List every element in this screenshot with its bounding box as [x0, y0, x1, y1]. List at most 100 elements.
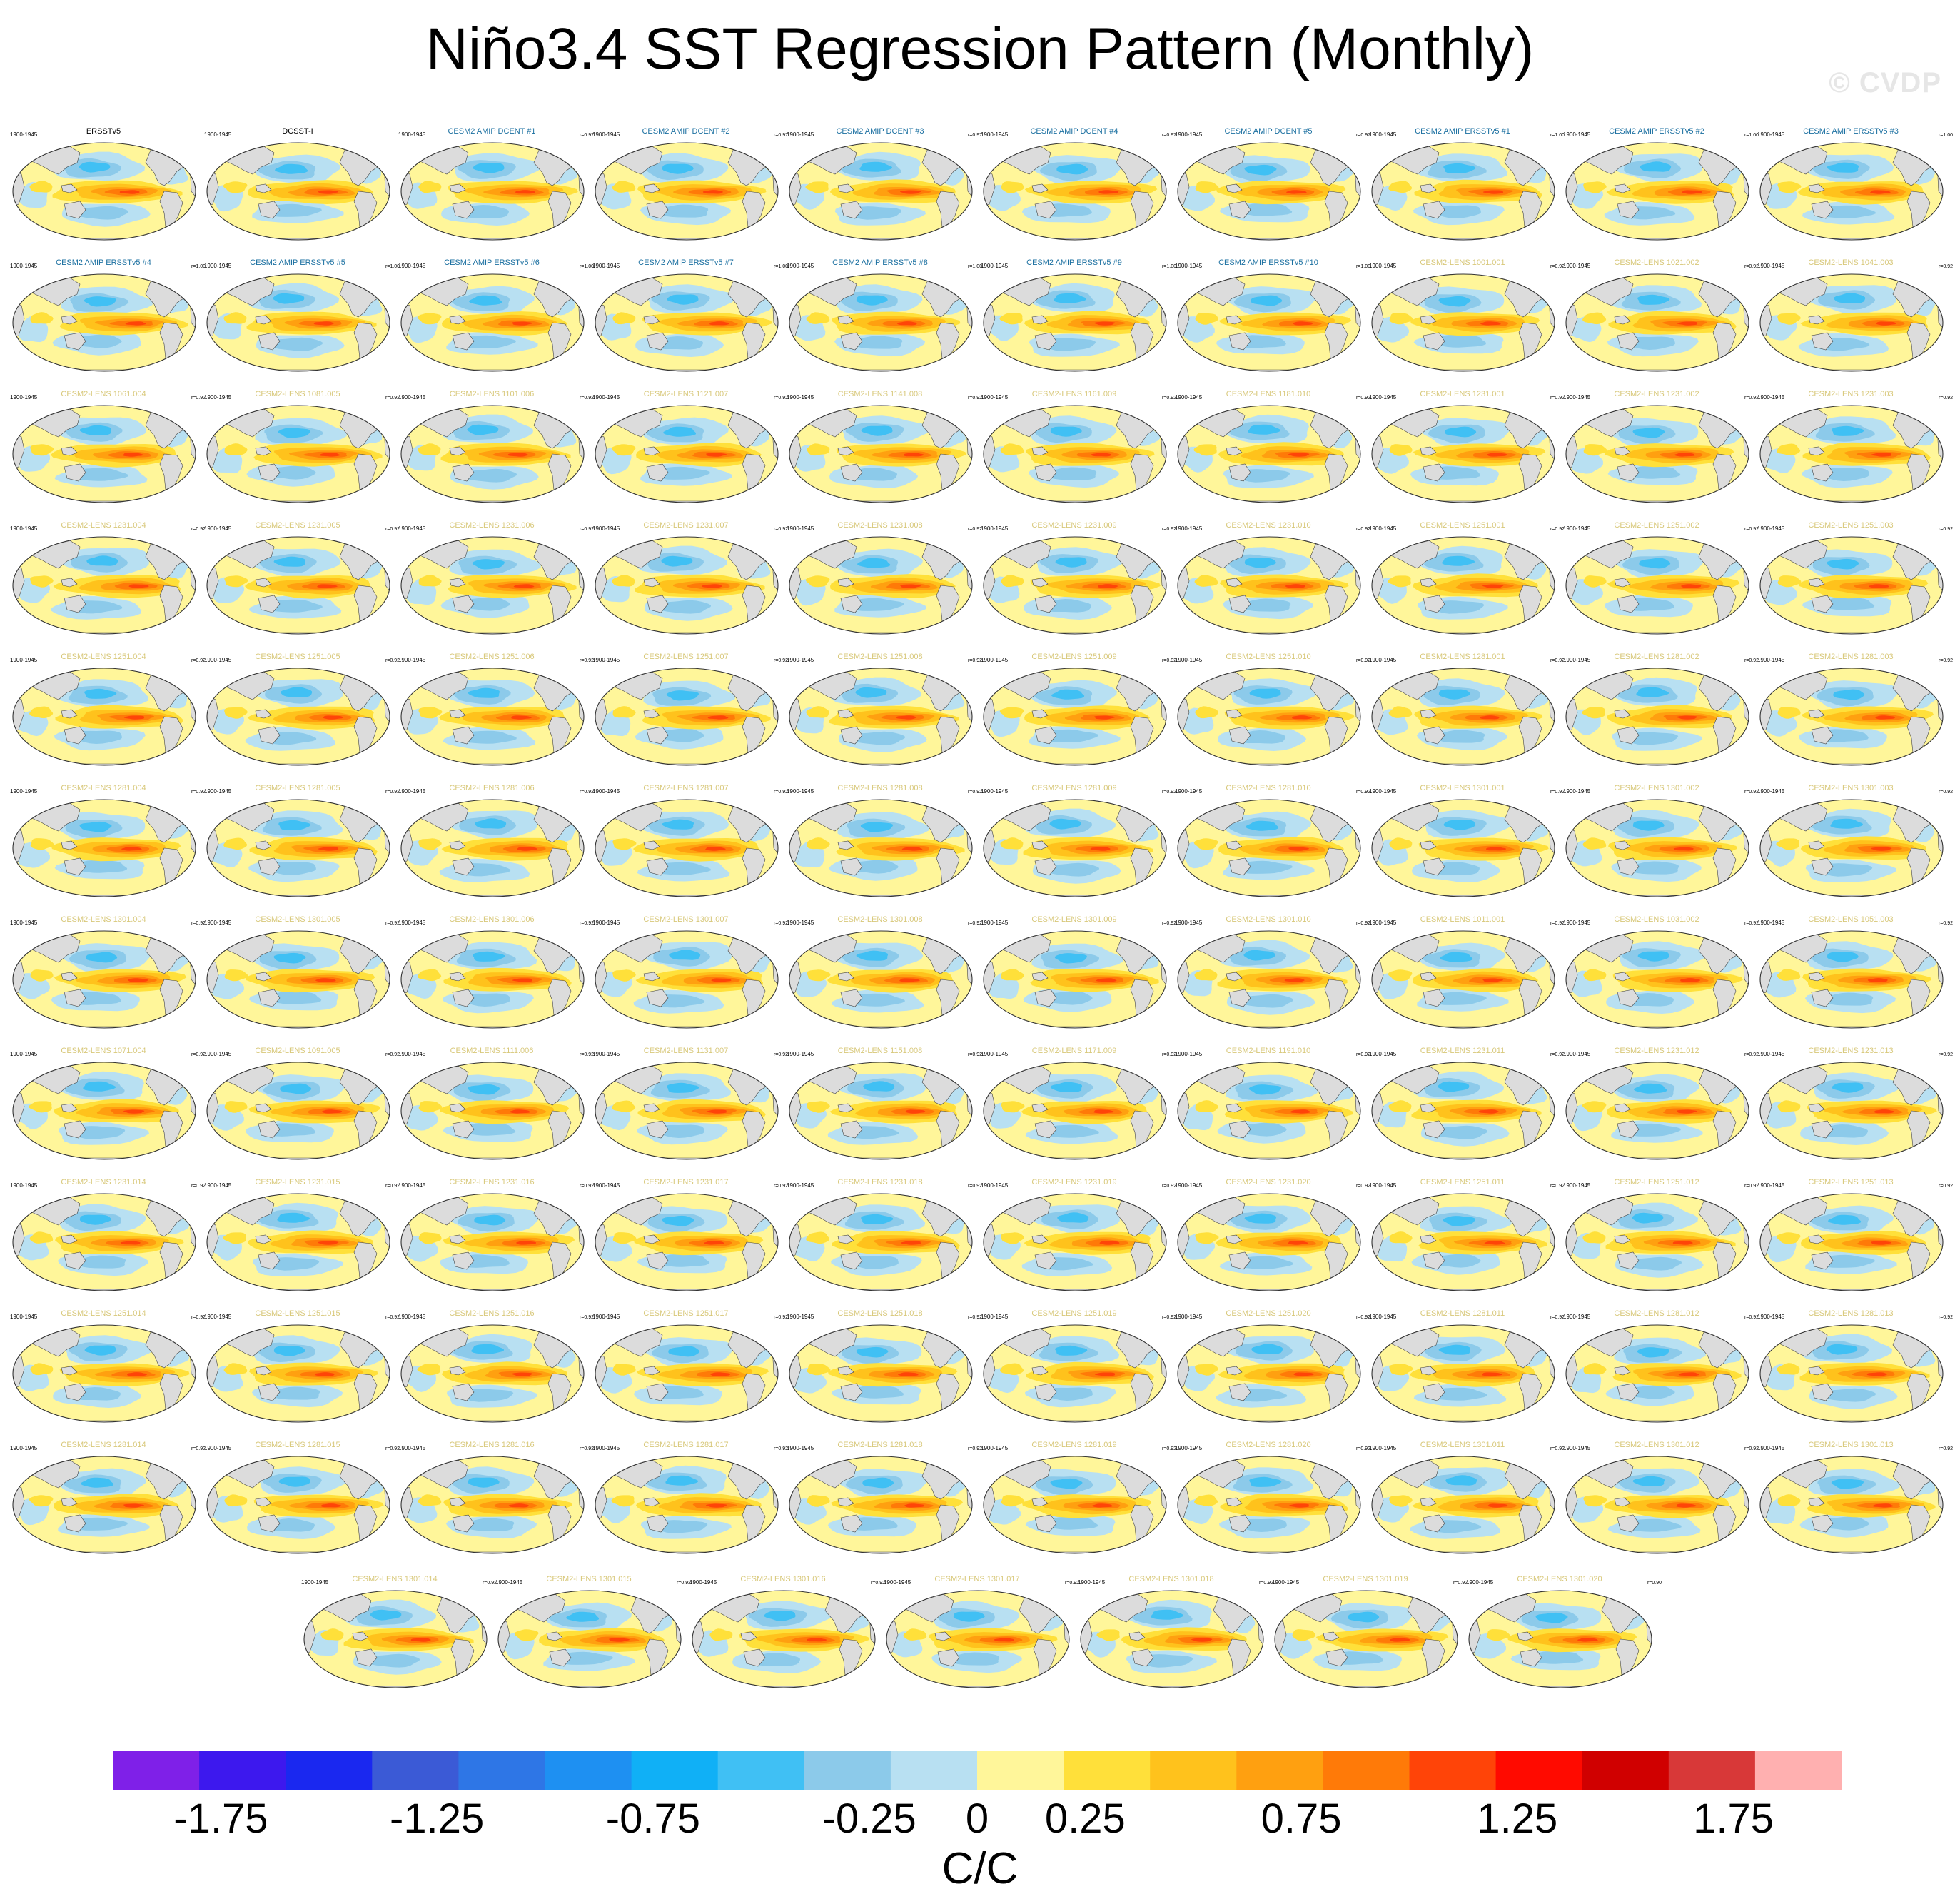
positive-anomaly	[1001, 1101, 1025, 1113]
panel-title: CESM2-LENS 1251.016	[449, 1309, 535, 1318]
map-panel: CESM2-LENS 1171.009 1900-1945 r=0.92	[978, 1047, 1176, 1182]
land-mass	[1614, 183, 1631, 193]
positive-anomaly	[805, 181, 829, 193]
negative-anomaly	[266, 203, 322, 217]
world-map	[400, 1324, 585, 1423]
land-mass	[1031, 578, 1049, 588]
negative-anomaly	[661, 555, 693, 567]
panel-title: CESM2-LENS 1051.003	[1808, 915, 1894, 924]
map-panel: CESM2 AMIP ERSSTv5 #1 1900-1945 r=1.00	[1366, 127, 1565, 263]
sst-field	[401, 406, 584, 503]
sst-field	[1081, 1591, 1263, 1688]
positive-anomaly	[29, 181, 53, 193]
map-outline	[1759, 405, 1944, 503]
panel-period: 1900-1945	[689, 1579, 717, 1586]
positive-anomaly	[1583, 444, 1607, 456]
panel-title: CESM2-LENS 1251.011	[1420, 1178, 1505, 1187]
sst-field	[13, 1194, 196, 1291]
positive-anomaly	[1870, 847, 1892, 851]
world-map	[400, 1193, 585, 1291]
positive-anomaly	[1288, 847, 1310, 851]
positive-anomaly	[1680, 978, 1701, 982]
sst-field	[789, 1456, 972, 1553]
panel-title: CESM2-LENS 1231.013	[1808, 1047, 1894, 1055]
negative-anomaly	[472, 559, 505, 570]
map-panel: CESM2-LENS 1231.011 1900-1945 r=0.92	[1366, 1047, 1565, 1182]
positive-anomaly	[1871, 1241, 1892, 1245]
land-mass	[61, 578, 78, 588]
land-mass	[643, 578, 660, 588]
panel-title: CESM2-LENS 1231.010	[1226, 521, 1311, 530]
panel-title: CESM2-LENS 1281.002	[1614, 653, 1699, 661]
positive-anomaly	[905, 1109, 926, 1114]
pattern-correlation: r=0.92	[191, 1184, 206, 1189]
map-panel: CESM2-LENS 1301.004 1900-1945 r=0.92	[7, 915, 206, 1051]
map-panel: CESM2-LENS 1281.004 1900-1945 r=0.92	[7, 784, 206, 920]
panel-period: 1900-1945	[592, 657, 620, 663]
map-outline	[983, 1193, 1167, 1291]
positive-anomaly	[1484, 1241, 1505, 1245]
map-panel: CESM2-LENS 1251.012 1900-1945 r=0.92	[1560, 1178, 1759, 1314]
positive-anomaly	[1389, 1495, 1413, 1507]
land-mass	[449, 315, 466, 325]
negative-anomaly	[856, 1346, 889, 1358]
negative-anomaly	[1050, 1478, 1083, 1489]
negative-anomaly	[857, 558, 891, 568]
panel-title: CESM2-LENS 1091.005	[255, 1047, 340, 1055]
map-panel: CESM2-LENS 1161.009 1900-1945 r=0.92	[978, 390, 1176, 525]
pattern-correlation: r=0.92	[773, 790, 788, 795]
positive-anomaly	[1777, 1363, 1800, 1375]
world-map	[983, 1456, 1167, 1554]
negative-anomaly	[278, 820, 311, 830]
negative-anomaly	[1626, 1256, 1682, 1271]
pattern-correlation: r=0.92	[191, 396, 206, 401]
negative-anomaly	[1051, 689, 1085, 700]
world-map	[595, 273, 779, 372]
pattern-correlation: r=0.92	[1938, 1315, 1953, 1320]
world-map	[789, 273, 973, 372]
map-panel: CESM2-LENS 1281.010 1900-1945 r=0.92	[1172, 784, 1370, 920]
panel-period: 1900-1945	[592, 920, 620, 926]
panel-period: 1900-1945	[1369, 788, 1397, 795]
positive-anomaly	[123, 715, 145, 720]
land-mass	[449, 1497, 466, 1507]
world-map	[206, 668, 390, 766]
map-panel: CESM2-LENS 1031.002 1900-1945 r=0.92	[1560, 915, 1759, 1051]
panel-period: 1900-1945	[1369, 131, 1397, 138]
positive-anomaly	[510, 1109, 530, 1114]
land-mass	[1617, 857, 1640, 876]
pattern-correlation: r=0.92	[1550, 658, 1565, 663]
land-mass	[64, 1120, 86, 1139]
positive-anomaly	[1676, 1503, 1697, 1508]
colorbar-swatch	[113, 1751, 200, 1790]
map-outline	[1177, 405, 1361, 503]
map-outline	[1565, 930, 1749, 1029]
positive-anomaly	[805, 575, 830, 588]
land-mass	[1034, 463, 1057, 482]
map-panel: CESM2-LENS 1231.020 1900-1945 r=0.92	[1172, 1178, 1370, 1314]
negative-anomaly	[1043, 1124, 1099, 1138]
negative-anomaly	[1440, 952, 1473, 962]
sst-field	[1178, 1325, 1360, 1422]
sst-field	[595, 1062, 778, 1159]
pattern-correlation: r=0.92	[191, 1315, 206, 1320]
world-map	[595, 1193, 779, 1291]
panel-period: 1900-1945	[1175, 788, 1203, 795]
world-map	[789, 1193, 973, 1291]
panel-title: CESM2-LENS 1251.007	[643, 653, 729, 661]
world-map	[1565, 1193, 1749, 1291]
map-panel: CESM2-LENS 1111.006 1900-1945 r=0.92	[395, 1047, 594, 1182]
sst-field	[1178, 274, 1360, 371]
land-mass	[1520, 1648, 1542, 1667]
pattern-correlation: r=0.92	[967, 1446, 982, 1451]
panel-title: CESM2-LENS 1251.014	[61, 1309, 146, 1318]
panel-title: CESM2-LENS 1101.006	[449, 390, 535, 398]
land-mass	[1031, 183, 1049, 193]
positive-anomaly	[417, 313, 442, 325]
land-mass	[1031, 972, 1049, 982]
sst-field	[595, 1325, 778, 1422]
land-mass	[258, 1120, 281, 1139]
pattern-correlation: r=0.92	[579, 396, 594, 401]
land-mass	[1034, 1120, 1057, 1139]
negative-anomaly	[1049, 818, 1081, 830]
